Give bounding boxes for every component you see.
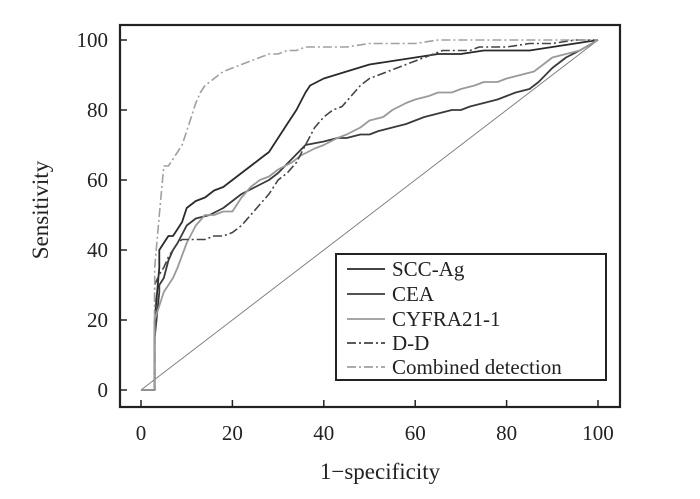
x-tick-label: 0 bbox=[136, 421, 147, 445]
y-tick-label: 40 bbox=[87, 238, 108, 262]
y-tick-label: 20 bbox=[87, 308, 108, 332]
series-line-cyfra21-1 bbox=[141, 39, 599, 391]
y-axis-title: Sensitivity bbox=[28, 160, 53, 259]
y-tick-label: 60 bbox=[87, 168, 108, 192]
x-tick-label: 60 bbox=[405, 421, 426, 445]
series-line-combined-detection bbox=[141, 39, 598, 391]
x-axis-ticks: 0 20 40 60 80 100 bbox=[136, 400, 614, 445]
y-axis-ticks: 0 20 40 60 80 100 bbox=[77, 28, 127, 402]
x-tick-label: 80 bbox=[496, 421, 517, 445]
plot-frame bbox=[118, 23, 622, 409]
x-tick-label: 100 bbox=[582, 421, 614, 445]
series-line-d-d bbox=[141, 39, 598, 391]
legend-label-combined-detection: Combined detection bbox=[392, 355, 562, 379]
y-tick-label: 0 bbox=[98, 378, 109, 402]
y-tick-label: 100 bbox=[77, 28, 109, 52]
legend-label-d-d: D-D bbox=[392, 331, 429, 355]
x-tick-label: 20 bbox=[222, 421, 243, 445]
plot-area: 0 20 40 60 80 100 0 20 40 60 80 100 bbox=[77, 23, 622, 445]
x-tick-label: 40 bbox=[313, 421, 334, 445]
x-axis-title: 1−specificity bbox=[320, 459, 441, 484]
y-tick-label: 80 bbox=[87, 98, 108, 122]
reference-diagonal-line bbox=[140, 39, 599, 391]
legend-box bbox=[335, 253, 607, 381]
series-line-scc-ag bbox=[141, 39, 599, 391]
series-layer bbox=[140, 39, 599, 391]
legend-label-cea: CEA bbox=[392, 282, 435, 306]
legend-label-cyfra21-1: CYFRA21-1 bbox=[392, 307, 501, 331]
legend-label-scc-ag: SCC-Ag bbox=[392, 257, 465, 281]
